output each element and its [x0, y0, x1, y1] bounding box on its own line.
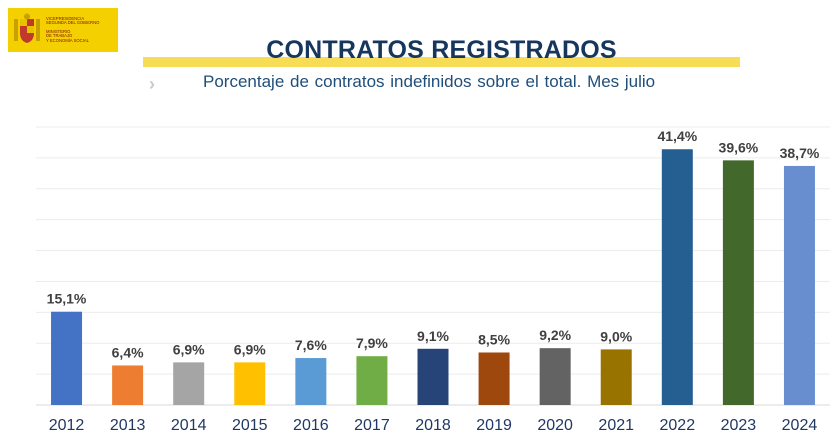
bar-group-2016: 7,6% 2016: [293, 337, 329, 434]
x-tick-label-2017: 2017: [354, 417, 390, 434]
data-label-2015: 6,9%: [234, 341, 266, 357]
data-label-2012: 15,1%: [47, 291, 87, 307]
x-tick-label-2014: 2014: [171, 417, 207, 434]
bar-group-2012: 15,1% 2012: [47, 291, 87, 434]
data-label-2019: 8,5%: [478, 331, 510, 347]
bar-group-2021: 9,0% 2021: [598, 328, 634, 434]
x-tick-label-2015: 2015: [232, 417, 268, 434]
data-label-2020: 9,2%: [539, 327, 571, 343]
data-label-2013: 6,4%: [112, 344, 144, 360]
bar-2023: [722, 160, 754, 405]
x-tick-label-2012: 2012: [49, 417, 85, 434]
bar-group-2017: 7,9% 2017: [354, 335, 390, 434]
bar-2024: [783, 165, 815, 405]
bar-group-2015: 6,9% 2015: [232, 341, 268, 434]
bar-group-2014: 6,9% 2014: [171, 341, 207, 434]
title-highlight-band: [143, 57, 740, 67]
data-label-2016: 7,6%: [295, 337, 327, 353]
bar-2018: [417, 348, 449, 405]
bar-group-2024: 38,7% 2024: [780, 145, 820, 434]
chevron-right-icon: ›: [149, 74, 155, 94]
data-label-2024: 38,7%: [780, 145, 820, 161]
data-label-2023: 39,6%: [719, 139, 759, 155]
bar-group-2023: 39,6% 2023: [719, 139, 759, 434]
government-logo: VICEPRESIDENCIA SEGUNDA DEL GOBIERNO MIN…: [8, 8, 118, 52]
logo-ministerio: MINISTERIO DE TRABAJO Y ECONOMÍA SOCIAL: [46, 28, 89, 43]
bar-group-2018: 9,1% 2018: [415, 328, 451, 434]
x-tick-label-2018: 2018: [415, 417, 451, 434]
bar-2016: [295, 358, 327, 405]
data-label-2018: 9,1%: [417, 328, 449, 344]
bar-2020: [539, 348, 571, 405]
x-tick-label-2023: 2023: [721, 417, 757, 434]
x-tick-label-2019: 2019: [476, 417, 512, 434]
bar-group-2022: 41,4% 2022: [657, 128, 697, 434]
data-label-2014: 6,9%: [173, 341, 205, 357]
data-label-2017: 7,9%: [356, 335, 388, 351]
bar-2019: [478, 352, 510, 405]
coat-of-arms-icon: [12, 13, 42, 47]
page-title: CONTRATOS REGISTRADOS: [266, 36, 617, 64]
bar-group-2020: 9,2% 2020: [537, 327, 573, 434]
bar-group-2013: 6,4% 2013: [110, 344, 146, 434]
bar-2013: [112, 365, 144, 405]
data-label-2022: 41,4%: [657, 128, 697, 144]
page-subtitle: Porcentaje de contratos indefinidos sobr…: [203, 72, 656, 91]
logo-vicepresidencia: VICEPRESIDENCIA SEGUNDA DEL GOBIERNO: [46, 15, 100, 26]
x-tick-label-2021: 2021: [598, 417, 634, 434]
x-tick-label-2013: 2013: [110, 417, 146, 434]
data-label-2021: 9,0%: [600, 328, 632, 344]
x-tick-label-2024: 2024: [782, 417, 818, 434]
bar-2022: [661, 149, 693, 405]
x-tick-label-2020: 2020: [537, 417, 573, 434]
bar-2014: [173, 362, 205, 405]
bar-2012: [51, 311, 83, 405]
bar-2021: [600, 349, 632, 405]
bar-2015: [234, 362, 266, 405]
x-tick-label-2016: 2016: [293, 417, 329, 434]
x-tick-label-2022: 2022: [660, 417, 696, 434]
bar-2017: [356, 356, 388, 405]
bar-group-2019: 8,5% 2019: [476, 331, 512, 434]
